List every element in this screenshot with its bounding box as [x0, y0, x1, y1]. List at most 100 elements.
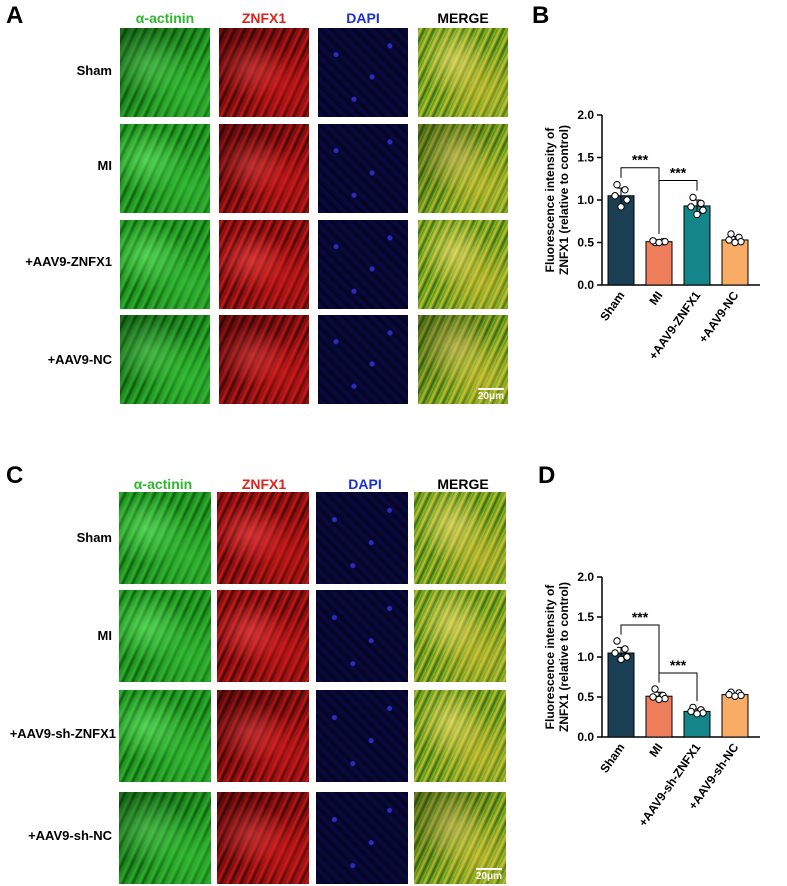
panel-c-header-dapi: DAPI: [348, 476, 382, 492]
scale-bar: [476, 868, 502, 870]
micrograph-a-aav9-nc-dapi: [318, 315, 408, 404]
micrograph-c-mi-dapi: [316, 590, 408, 682]
bar-chart-d: Fluorescence intensity of ZNFX1 (relative…: [543, 570, 760, 829]
scale-bar: [478, 388, 504, 390]
data-point: [661, 694, 669, 703]
data-point: [655, 238, 663, 247]
micrograph-c-aav9-sh-znfx1-dapi: [316, 690, 408, 782]
micrograph-c-aav9-sh-nc-alpha-actinin: [119, 792, 211, 884]
panel-c-header-alpha-actinin: α-actinin: [133, 476, 193, 492]
y-tick-label: 0.5: [577, 690, 594, 704]
micrograph-a-aav9-znfx1-merge: [418, 220, 508, 309]
bar: [607, 652, 635, 738]
bar: [645, 241, 673, 286]
panel-a-row-label-aav9-nc: +AAV9-NC: [47, 352, 112, 367]
panel-b-label: B: [532, 2, 550, 29]
data-point: [737, 691, 745, 700]
panel-c-row-label-sham: Sham: [76, 530, 112, 545]
y-axis-label: Fluorescence intensity of: [543, 584, 557, 730]
data-point: [693, 710, 701, 718]
panel-d-label: D: [538, 462, 556, 489]
micrograph-c-mi-alpha-actinin: [119, 590, 211, 682]
data-point: [617, 203, 625, 211]
micrograph-c-sham-dapi: [316, 492, 408, 584]
data-point: [649, 693, 657, 701]
data-point: [655, 695, 663, 704]
bar: [721, 239, 749, 286]
data-point: [649, 237, 657, 245]
significance-bracket: [620, 624, 660, 683]
panel-c-header-merge: MERGE: [437, 476, 489, 492]
data-point: [623, 196, 631, 204]
x-tick-label: Sham: [597, 741, 627, 776]
scale-bar-label: 20μm: [477, 391, 504, 402]
x-tick-label: +AAV9-sh-ZNFX1: [636, 740, 704, 829]
micrograph-a-aav9-znfx1-dapi: [318, 220, 408, 309]
panel-c-label: C: [6, 462, 24, 489]
data-point: [731, 692, 739, 700]
data-point: [611, 649, 619, 657]
panel-c-row-label-aav9-sh-nc: +AAV9-sh-NC: [28, 828, 112, 843]
y-axis-label: Fluorescence intensity of: [543, 127, 557, 273]
micrograph-c-aav9-sh-znfx1-merge: [414, 690, 506, 782]
panel-a-header-dapi: DAPI: [346, 10, 380, 26]
panel-a-header-znfx1: ZNFX1: [241, 10, 287, 26]
data-point: [661, 237, 669, 246]
micrograph-c-aav9-sh-znfx1-alpha-actinin: [119, 690, 211, 782]
panel-a-label: A: [6, 2, 24, 29]
x-tick-label: MI: [646, 289, 665, 308]
data-point: [689, 193, 697, 202]
panel-c-header-znfx1: ZNFX1: [241, 476, 287, 492]
significance-label: ***: [670, 164, 687, 180]
micrograph-a-sham-znfx1: [219, 28, 309, 117]
data-point: [737, 237, 745, 246]
y-tick-label: 1.0: [577, 193, 594, 207]
panel-c-row-label-mi: MI: [97, 628, 112, 643]
data-point: [725, 690, 733, 699]
data-point: [687, 203, 695, 211]
x-tick-label: MI: [646, 741, 665, 760]
y-tick-label: 2.0: [577, 570, 594, 584]
data-point: [727, 230, 735, 238]
micrograph-a-aav9-znfx1-znfx1: [219, 220, 309, 309]
data-point: [623, 653, 631, 661]
panel-a-row-label-sham: Sham: [76, 63, 112, 78]
data-point: [613, 637, 621, 645]
micrograph-a-aav9-nc-alpha-actinin: [120, 315, 210, 404]
significance-label: ***: [670, 657, 687, 673]
significance-bracket: [658, 179, 698, 234]
micrograph-c-aav9-sh-nc-znfx1: [217, 792, 309, 884]
micrograph-c-aav9-sh-nc-dapi: [316, 792, 408, 884]
x-tick-label: Sham: [597, 289, 627, 324]
micrograph-a-aav9-znfx1-alpha-actinin: [120, 220, 210, 309]
panel-a-row-label-mi: MI: [97, 158, 112, 173]
y-tick-label: 1.0: [577, 650, 594, 664]
data-point: [621, 645, 629, 653]
bar: [607, 195, 635, 286]
data-point: [699, 206, 707, 214]
micrograph-a-mi-merge: [418, 124, 508, 213]
micrograph-c-sham-merge: [414, 492, 506, 584]
panel-a-row-label-aav9-znfx1: +AAV9-ZNFX1: [25, 254, 112, 269]
data-point: [651, 685, 659, 693]
bar: [683, 205, 711, 286]
micrograph-a-mi-alpha-actinin: [120, 124, 210, 213]
micrograph-c-aav9-sh-znfx1-znfx1: [217, 690, 309, 782]
y-axis-label: ZNFX1 (relative to control): [557, 125, 571, 275]
micrograph-a-mi-dapi: [318, 124, 408, 213]
bar-chart-b: Fluorescence intensity of ZNFX1 (relative…: [543, 108, 760, 362]
micrograph-a-aav9-nc-znfx1: [219, 315, 309, 404]
data-point: [731, 238, 739, 247]
micrograph-a-sham-dapi: [318, 28, 408, 117]
scale-bar-label: 20μm: [475, 871, 502, 882]
panel-c-row-label-aav9-sh-znfx1: +AAV9-sh-ZNFX1: [9, 726, 116, 741]
micrograph-c-mi-znfx1: [217, 590, 309, 682]
micrograph-a-mi-znfx1: [219, 124, 309, 213]
micrograph-a-sham-merge: [418, 28, 508, 117]
y-tick-label: 2.0: [577, 108, 594, 122]
micrograph-c-aav9-sh-nc-merge: 20μm: [414, 792, 506, 884]
micrograph-c-mi-merge: [414, 590, 506, 682]
significance-label: ***: [632, 152, 649, 168]
panel-a-header-merge: MERGE: [437, 10, 489, 26]
data-point: [725, 236, 733, 244]
